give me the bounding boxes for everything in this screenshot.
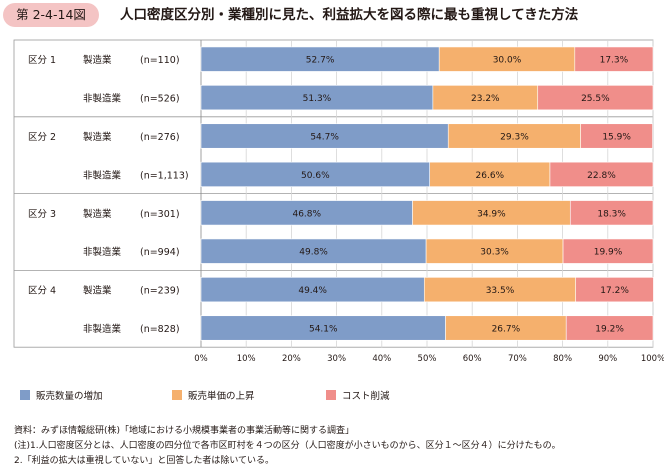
bar-segment (569, 200, 654, 226)
x-tick-label: 60% (463, 354, 482, 364)
industry-label: 製造業 (83, 208, 112, 220)
bar-value-label: 54.1% (309, 325, 338, 335)
bar-segment (565, 315, 654, 341)
group-label: 区分 3 (28, 209, 56, 220)
x-tick-label: 100% (641, 354, 664, 364)
bar-value-label: 51.3% (303, 94, 332, 104)
x-tick-label: 30% (327, 354, 346, 364)
bar-value-label: 26.7% (492, 325, 521, 335)
x-tick-label: 40% (372, 354, 391, 364)
bar-value-label: 19.9% (594, 248, 623, 258)
sample-size-label: (n=994) (140, 247, 180, 258)
bar-value-label: 17.3% (600, 56, 629, 66)
figure-notes: 資料：みずほ情報総研(株)「地域における小規模事業者の事業活動等に関する調査」 … (14, 424, 662, 469)
industry-label: 非製造業 (83, 246, 122, 258)
bar-value-label: 19.2% (595, 325, 624, 335)
legend-label: コスト削減 (342, 391, 390, 402)
legend-item: コスト削減 (326, 387, 390, 403)
sample-size-label: (n=1,113) (140, 170, 189, 181)
bar-segment (200, 200, 413, 226)
x-tick-label: 10% (237, 354, 256, 364)
industry-label: 製造業 (83, 131, 112, 143)
industry-label: 非製造業 (83, 169, 122, 181)
bar-segment (200, 85, 434, 111)
legend-swatch (172, 390, 182, 400)
bar-segment (200, 161, 431, 187)
bar-value-label: 25.5% (581, 94, 610, 104)
bar-segment (425, 238, 564, 264)
group-label: 区分 4 (28, 286, 56, 297)
bar-value-label: 30.0% (493, 56, 522, 66)
bar-segment (423, 277, 577, 303)
chart-legend: 販売数量の増加 販売単価の上昇 コスト削減 (20, 387, 520, 403)
legend-label: 販売数量の増加 (36, 391, 103, 402)
bar-segment (200, 315, 446, 341)
bar-segment (549, 161, 654, 187)
x-tick-label: 80% (553, 354, 572, 364)
bar-segment (445, 315, 567, 341)
bar-value-label: 49.8% (299, 248, 328, 258)
group-label: 区分 1 (28, 55, 56, 66)
sample-size-label: (n=301) (140, 209, 180, 220)
industry-label: 非製造業 (83, 93, 122, 105)
bar-segment (200, 238, 427, 264)
sample-size-label: (n=276) (140, 132, 180, 143)
bar-value-label: 15.9% (602, 133, 631, 143)
bar-value-label: 50.6% (301, 171, 330, 181)
x-tick-label: 20% (282, 354, 301, 364)
industry-label: 製造業 (83, 54, 112, 66)
bar-value-label: 30.3% (480, 248, 509, 258)
bar-value-label: 29.3% (500, 133, 529, 143)
bar-segment (200, 277, 425, 303)
sample-size-label: (n=239) (140, 286, 180, 297)
figure-number-badge: 第 2-4-14図 (3, 3, 99, 27)
legend-swatch (326, 390, 336, 400)
bar-value-label: 26.6% (476, 171, 505, 181)
x-tick-label: 0% (194, 354, 208, 364)
bar-segment (537, 85, 654, 111)
bar-value-label: 33.5% (486, 286, 515, 296)
footnote-1: (注)1.人口密度区分とは、人口密度の四分位で各市区町村を４つの区分（人口密度が… (14, 441, 561, 451)
bar-segment (580, 123, 653, 149)
legend-label: 販売単価の上昇 (188, 391, 255, 402)
sample-size-label: (n=526) (140, 94, 180, 105)
figure-header: 第 2-4-14図 人口密度区分別・業種別に見た、利益拡大を図る際に最も重視して… (0, 0, 664, 30)
bar-segment (574, 46, 654, 72)
bar-segment (575, 277, 654, 303)
bar-segment (412, 200, 571, 226)
footnote-2: 2.「利益の拡大は重視していない」と回答した者は除いている。 (14, 456, 275, 466)
legend-swatch (20, 390, 30, 400)
industry-label: 非製造業 (83, 323, 122, 335)
legend-item: 販売単価の上昇 (172, 387, 255, 403)
bar-value-label: 34.9% (477, 209, 506, 219)
bar-value-label: 49.4% (298, 286, 327, 296)
bar-value-label: 17.2% (600, 286, 629, 296)
figure-title: 人口密度区分別・業種別に見た、利益拡大を図る際に最も重視してきた方法 (120, 7, 579, 23)
bar-segment (432, 85, 539, 111)
bar-value-label: 52.7% (306, 56, 335, 66)
source-note: 資料：みずほ情報総研(株)「地域における小規模事業者の事業活動等に関する調査」 (14, 426, 355, 436)
bar-segment (429, 161, 551, 187)
group-label: 区分 2 (28, 132, 56, 143)
bar-segment (200, 46, 440, 72)
bar-value-label: 23.2% (471, 94, 500, 104)
x-tick-label: 70% (508, 354, 527, 364)
bar-segment (447, 123, 581, 149)
x-tick-label: 90% (598, 354, 617, 364)
sample-size-label: (n=110) (140, 55, 180, 66)
stacked-bar-chart: 0% 10% 20% 30% 40% 50% 60% 70% 80% 90% 100% 区分 1 製造業… (13, 39, 664, 364)
bar-segment (562, 238, 654, 264)
legend-item: 販売数量の増加 (20, 387, 103, 403)
sample-size-label: (n=828) (140, 324, 180, 335)
bar-value-label: 46.8% (292, 209, 321, 219)
industry-label: 製造業 (83, 285, 112, 297)
bar-value-label: 54.7% (310, 133, 339, 143)
bar-value-label: 18.3% (597, 209, 626, 219)
x-tick-label: 50% (418, 354, 437, 364)
bar-value-label: 22.8% (587, 171, 616, 181)
